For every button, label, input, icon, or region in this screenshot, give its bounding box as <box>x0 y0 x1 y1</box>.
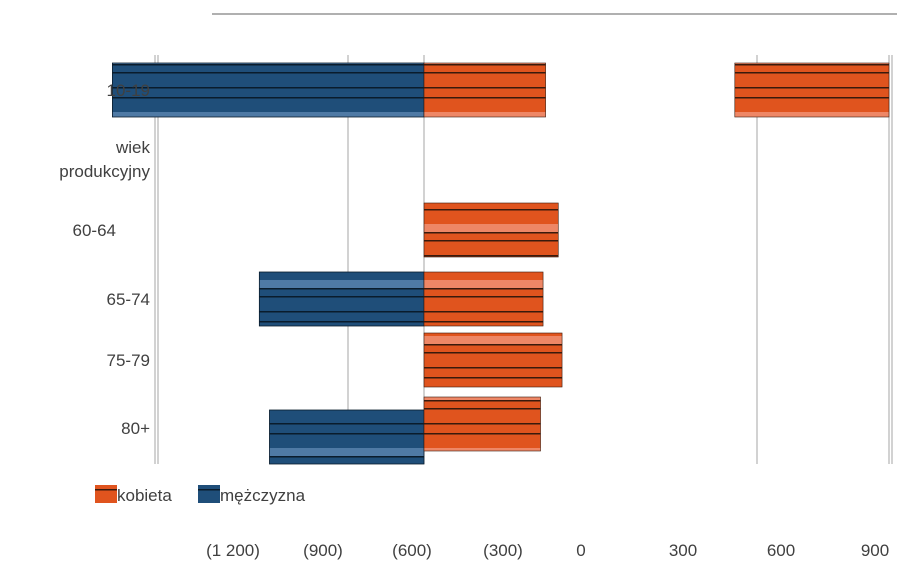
x-tick-label: 900 <box>861 541 889 560</box>
category-label: wiek produkcyjny <box>59 138 150 181</box>
x-tick-label: 0 <box>576 541 585 560</box>
bar-kobieta <box>423 332 563 388</box>
legend: kobieta mężczyzna <box>95 485 306 505</box>
bars <box>112 62 890 465</box>
x-tick-label: (1 200) <box>206 541 260 560</box>
legend-label: mężczyzna <box>220 486 306 505</box>
category-label-line: wiek <box>115 138 151 157</box>
x-tick-label: (900) <box>303 541 343 560</box>
legend-swatch <box>95 485 117 503</box>
legend-swatch <box>198 485 220 503</box>
category-label: 65-74 <box>107 290 150 309</box>
x-tick-label: 600 <box>767 541 795 560</box>
bar-mezczyzna <box>258 271 425 327</box>
bar-kobieta <box>423 202 559 258</box>
category-label: 60-64 <box>73 221 116 240</box>
x-tick-label: (600) <box>392 541 432 560</box>
category-label: 10-19 <box>107 81 150 100</box>
category-label: 75-79 <box>107 351 150 370</box>
x-tick-labels: (1 200) (900) (600) (300) 0 300 600 900 <box>206 541 889 560</box>
category-label: 80+ <box>121 419 150 438</box>
category-labels: 10-19 wiek produkcyjny 60-64 65-74 75-79 80+ <box>59 81 150 438</box>
x-tick-label: 300 <box>669 541 697 560</box>
bar-kobieta <box>423 62 546 118</box>
bar-kobieta-extra <box>734 62 890 118</box>
gridlines <box>154 55 893 464</box>
bar-mezczyzna <box>112 62 425 118</box>
x-tick-label: (300) <box>483 541 523 560</box>
category-label-line: produkcyjny <box>59 162 150 181</box>
bar-mezczyzna <box>269 409 425 465</box>
bar-kobieta <box>423 396 541 452</box>
legend-label: kobieta <box>117 486 172 505</box>
bar-kobieta <box>423 271 544 327</box>
